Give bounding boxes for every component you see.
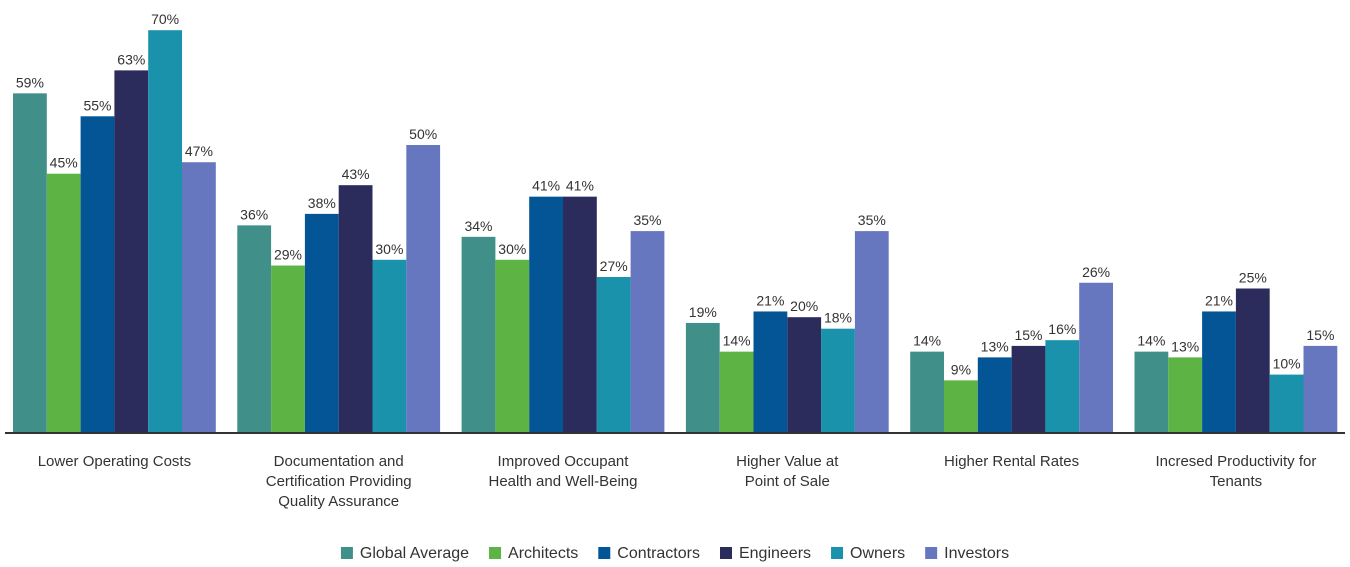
bar-global-average-2 <box>461 236 496 432</box>
data-label: 38% <box>308 195 336 211</box>
data-label: 35% <box>858 212 886 228</box>
bar-contractors-0 <box>80 116 115 433</box>
bar-contractors-3 <box>753 311 788 432</box>
data-label: 15% <box>1306 327 1334 343</box>
bar-contractors-4 <box>977 357 1012 432</box>
bar-investors-1 <box>406 145 441 432</box>
bar-engineers-5 <box>1235 288 1270 432</box>
bar-investors-4 <box>1079 282 1113 432</box>
data-label: 36% <box>240 206 268 222</box>
bar-investors-3 <box>854 231 889 432</box>
data-label: 27% <box>600 258 628 274</box>
bar-engineers-2 <box>563 196 597 432</box>
legend-label: Architects <box>508 545 578 562</box>
bar-global-average-3 <box>685 322 720 432</box>
bar-global-average-1 <box>237 225 272 432</box>
bar-architects-3 <box>719 351 754 432</box>
bar-contractors-2 <box>529 196 563 432</box>
data-label: 70% <box>151 11 179 27</box>
data-label: 25% <box>1239 270 1267 286</box>
legend-label: Owners <box>850 545 905 562</box>
data-label: 55% <box>83 97 111 113</box>
data-label: 59% <box>16 74 44 90</box>
bar-contractors-1 <box>304 213 339 432</box>
bar-owners-3 <box>821 328 855 432</box>
data-label: 15% <box>1014 327 1042 343</box>
legend-swatch <box>719 547 732 559</box>
data-label: 14% <box>1137 333 1165 349</box>
bar-architects-4 <box>944 380 978 432</box>
bar-investors-0 <box>182 162 216 432</box>
legend-label: Engineers <box>739 545 811 562</box>
bar-owners-1 <box>372 259 407 432</box>
legend-swatch <box>925 547 938 559</box>
category-label: Documentation and Certification Providing… <box>266 453 412 510</box>
data-label: 47% <box>185 143 213 159</box>
bar-global-average-5 <box>1134 351 1169 432</box>
legend-label: Global Average <box>360 545 469 562</box>
bar-owners-2 <box>596 277 631 432</box>
data-label: 26% <box>1082 264 1110 280</box>
data-label: 29% <box>274 247 302 263</box>
legend-item-architects: Architects <box>489 545 578 562</box>
data-label: 10% <box>1273 356 1301 372</box>
category-label: Higher Rental Rates <box>944 453 1079 470</box>
bar-engineers-4 <box>1011 345 1046 432</box>
legend-swatch <box>340 547 353 559</box>
bar-engineers-1 <box>338 185 373 432</box>
legend-label: Contractors <box>617 545 700 562</box>
bar-global-average-4 <box>910 351 944 432</box>
bar-architects-1 <box>271 265 305 432</box>
data-label: 13% <box>1171 338 1199 354</box>
bar-architects-5 <box>1168 357 1203 432</box>
legend-item-contractors: Contractors <box>598 545 700 562</box>
bar-architects-2 <box>495 259 530 432</box>
bar-engineers-0 <box>114 70 149 432</box>
category-label: Higher Value at Point of Sale <box>736 453 839 490</box>
data-label: 63% <box>117 51 145 67</box>
legend-item-owners: Owners <box>831 545 905 562</box>
legend-label: Investors <box>944 545 1009 562</box>
legend-item-investors: Investors <box>925 545 1009 562</box>
bar-owners-5 <box>1269 374 1304 432</box>
data-label: 41% <box>532 178 560 194</box>
data-label: 35% <box>633 212 661 228</box>
data-label: 13% <box>981 338 1009 354</box>
data-label: 41% <box>566 178 594 194</box>
data-label: 30% <box>375 241 403 257</box>
bar-architects-0 <box>46 173 81 432</box>
data-label: 43% <box>342 166 370 182</box>
category-label: Lower Operating Costs <box>38 453 191 470</box>
data-label: 50% <box>409 126 437 142</box>
data-label: 19% <box>689 304 717 320</box>
bar-owners-4 <box>1045 340 1080 432</box>
category-label: Improved Occupant Health and Well-Being <box>489 453 638 490</box>
data-label: 45% <box>50 155 78 171</box>
bar-owners-0 <box>148 30 182 432</box>
data-label: 20% <box>790 298 818 314</box>
data-label: 18% <box>824 310 852 326</box>
legend-swatch <box>598 547 611 559</box>
data-label: 21% <box>1205 292 1233 308</box>
bar-engineers-3 <box>787 317 822 432</box>
bar-contractors-5 <box>1202 311 1236 432</box>
data-label: 21% <box>756 292 784 308</box>
data-label: 14% <box>723 333 751 349</box>
legend-swatch <box>489 547 502 559</box>
bar-global-average-0 <box>13 93 47 432</box>
legend-item-engineers: Engineers <box>719 545 811 562</box>
bar-investors-5 <box>1303 345 1338 432</box>
data-label: 9% <box>951 361 971 377</box>
legend-swatch <box>831 547 844 559</box>
data-label: 16% <box>1048 321 1076 337</box>
data-label: 34% <box>464 218 492 234</box>
legend-item-global-average: Global Average <box>340 545 469 562</box>
data-label: 30% <box>498 241 526 257</box>
data-label: 14% <box>913 333 941 349</box>
bar-investors-2 <box>630 231 665 432</box>
category-label: Incresed Productivity for Tenants <box>1155 453 1316 490</box>
